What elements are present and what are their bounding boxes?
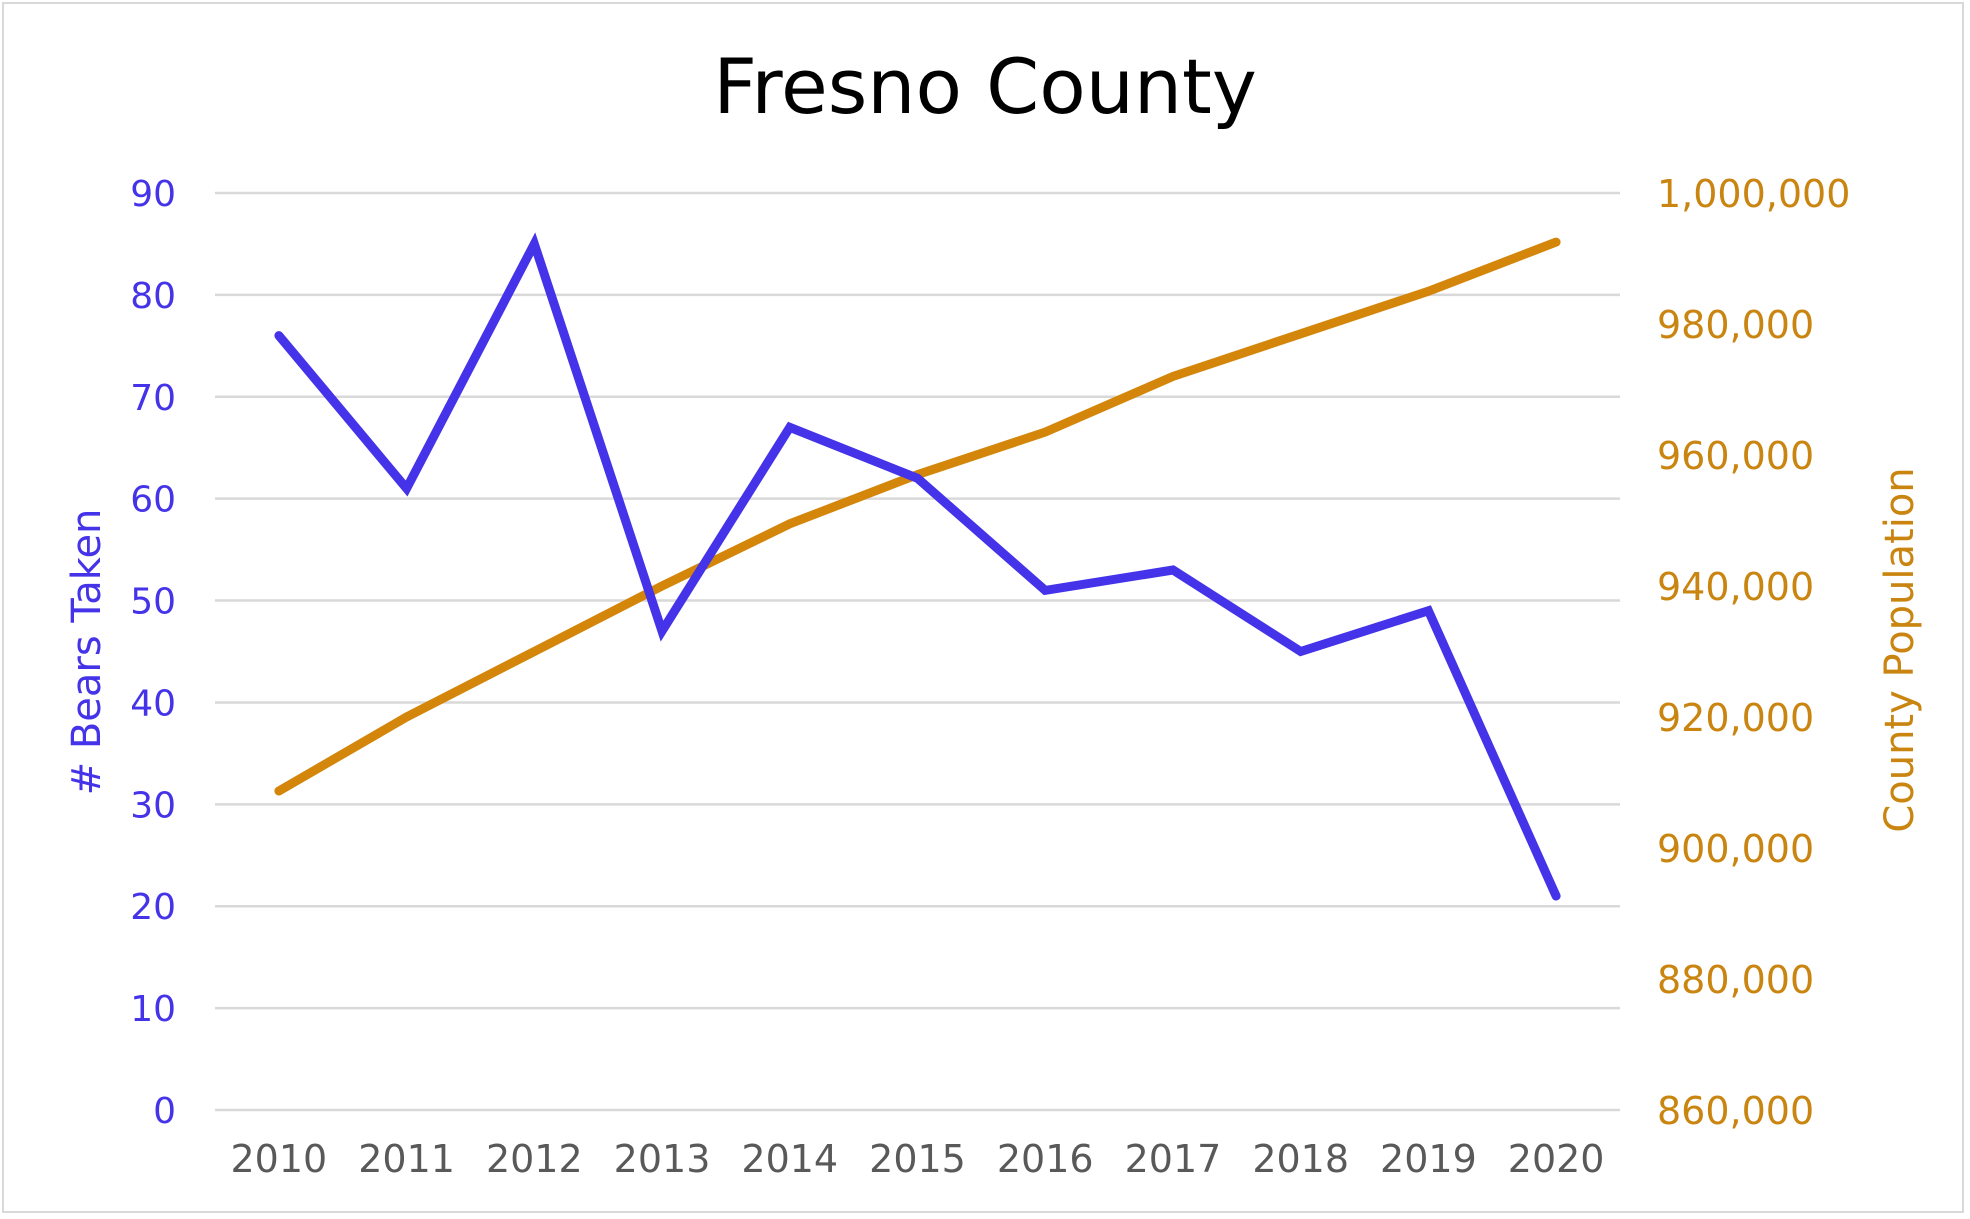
x-tick-label: 2017 [1125, 1137, 1222, 1181]
x-tick-label: 2013 [614, 1137, 711, 1181]
bears-taken-line [274, 232, 1561, 901]
x-tick-label: 2015 [869, 1137, 966, 1181]
left-tick-label: 30 [130, 785, 176, 826]
left-tick-label: 60 [130, 480, 176, 521]
right-tick-label: 860,000 [1657, 1089, 1814, 1133]
left-axis-ticks: 0 10 20 30 40 50 60 70 80 90 [130, 174, 176, 1132]
left-tick-label: 80 [130, 276, 176, 317]
right-axis-ticks: 860,000 880,000 900,000 920,000 940,000 960,0… [1657, 172, 1850, 1133]
x-axis-ticks: 2010 2011 2012 2013 2014 2015 2016 2017 2018 2019… [231, 1137, 1605, 1181]
right-axis-title: County Population [1877, 467, 1923, 832]
x-tick-label: 2019 [1380, 1137, 1477, 1181]
gridlines [215, 191, 1620, 1112]
x-tick-label: 2010 [231, 1137, 328, 1181]
right-tick-label: 920,000 [1657, 696, 1814, 740]
x-tick-label: 2014 [741, 1137, 838, 1181]
x-tick-label: 2012 [486, 1137, 583, 1181]
x-tick-label: 2011 [358, 1137, 455, 1181]
left-tick-label: 40 [130, 683, 176, 724]
left-tick-label: 0 [153, 1091, 176, 1132]
left-tick-label: 10 [130, 989, 176, 1030]
right-tick-label: 1,000,000 [1657, 172, 1850, 216]
left-tick-label: 90 [130, 174, 176, 215]
left-axis-title: # Bears Taken [64, 509, 110, 796]
left-tick-label: 70 [130, 378, 176, 419]
x-tick-label: 2020 [1508, 1137, 1605, 1181]
right-tick-label: 980,000 [1657, 303, 1814, 347]
right-tick-label: 880,000 [1657, 958, 1814, 1002]
right-tick-label: 900,000 [1657, 827, 1814, 871]
chart-title: Fresno County [713, 42, 1257, 131]
right-tick-label: 960,000 [1657, 434, 1814, 478]
left-tick-label: 20 [130, 887, 176, 928]
population-line [274, 237, 1561, 796]
right-tick-label: 940,000 [1657, 565, 1814, 609]
series-lines [274, 232, 1561, 901]
x-tick-label: 2016 [997, 1137, 1094, 1181]
x-tick-label: 2018 [1252, 1137, 1349, 1181]
left-tick-label: 50 [130, 582, 176, 623]
